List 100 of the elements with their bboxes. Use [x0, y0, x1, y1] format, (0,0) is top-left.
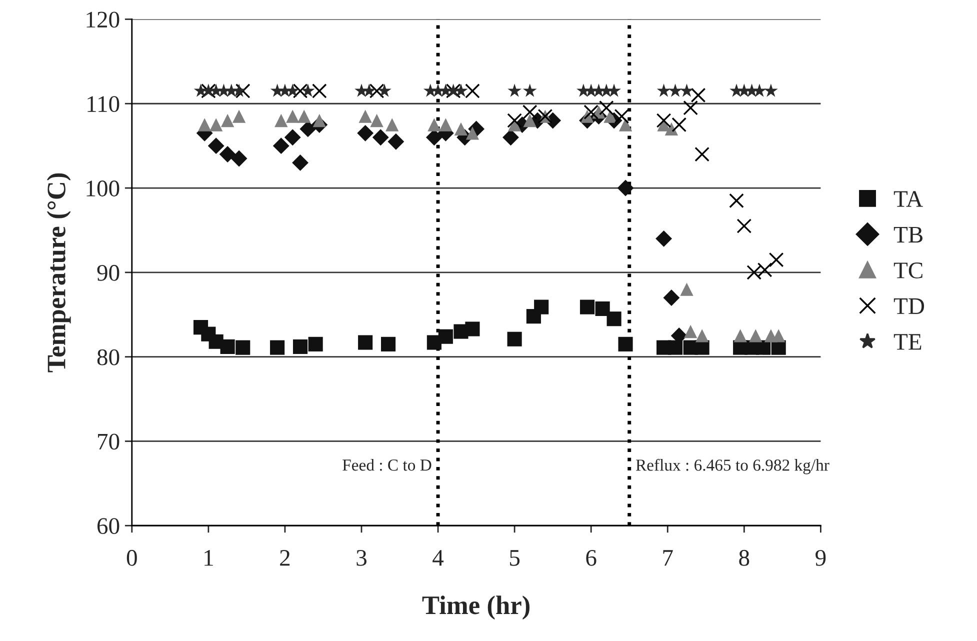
point	[292, 339, 308, 354]
point	[235, 84, 250, 98]
point	[220, 339, 235, 354]
point	[663, 290, 680, 306]
y-tick-label: 60	[97, 518, 120, 534]
y-axis-title: Temperature (°C)	[46, 173, 71, 372]
point	[232, 110, 246, 123]
annotation: Feed : C to D	[342, 458, 432, 471]
point	[380, 336, 396, 352]
point	[454, 122, 468, 136]
point	[522, 104, 538, 120]
x-tick-label: 1	[204, 550, 213, 566]
point	[502, 129, 519, 146]
point	[286, 84, 300, 97]
point	[618, 118, 632, 132]
point	[534, 300, 549, 314]
point	[656, 230, 672, 247]
point	[386, 118, 399, 132]
point	[465, 84, 480, 98]
point	[292, 154, 308, 171]
point	[272, 138, 290, 154]
point	[607, 84, 621, 97]
point	[312, 84, 327, 98]
point	[618, 336, 633, 352]
point	[668, 84, 682, 97]
y-tick-label: 110	[88, 96, 120, 112]
point	[270, 340, 285, 355]
point	[772, 329, 786, 342]
point	[664, 122, 678, 136]
x-tick-label: 0	[126, 550, 137, 566]
point	[614, 108, 630, 124]
point	[764, 84, 778, 97]
y-tick-label: 90	[97, 264, 120, 281]
x-tick-label: 5	[510, 550, 520, 566]
x-tick-label: 3	[356, 550, 366, 566]
point	[672, 117, 687, 132]
legend-label: TD	[894, 298, 924, 314]
point	[378, 84, 392, 97]
point	[298, 110, 311, 123]
point	[370, 114, 384, 128]
point	[465, 322, 480, 336]
point	[523, 114, 536, 128]
point	[230, 150, 248, 167]
point	[308, 336, 323, 352]
point	[388, 133, 404, 150]
point	[300, 84, 315, 97]
point	[312, 114, 326, 128]
point	[656, 113, 672, 128]
x-tick-label: 6	[586, 550, 596, 566]
point	[595, 301, 610, 316]
point	[507, 332, 522, 346]
point	[286, 110, 300, 123]
point	[752, 84, 766, 97]
point	[358, 335, 373, 350]
point	[208, 138, 224, 154]
x-tick-label: 7	[663, 550, 673, 566]
point	[680, 84, 694, 97]
point	[274, 114, 288, 128]
point	[580, 300, 595, 314]
point	[232, 84, 246, 97]
legend-label: TC	[894, 262, 922, 278]
point	[694, 146, 710, 162]
legend-label: TE	[894, 334, 922, 350]
point	[508, 84, 522, 97]
x-tick-label: 9	[816, 550, 826, 566]
point	[736, 218, 752, 234]
point	[358, 110, 372, 123]
point	[209, 118, 223, 132]
legend-label: TB	[894, 226, 922, 243]
point	[369, 84, 384, 98]
point	[680, 282, 694, 296]
x-tick-label: 2	[280, 550, 290, 566]
point	[584, 104, 599, 120]
y-tick-label: 100	[86, 180, 120, 196]
point	[362, 84, 376, 97]
point	[729, 193, 744, 208]
point	[292, 84, 308, 98]
point	[507, 113, 522, 128]
y-tick-label: 120	[86, 12, 120, 28]
point	[522, 84, 537, 97]
point	[219, 146, 236, 162]
point	[428, 118, 441, 132]
point	[454, 84, 468, 97]
x-axis-title: Time (hr)	[422, 596, 530, 620]
point	[617, 180, 634, 196]
point	[668, 340, 683, 355]
annotation: Reflux : 6.465 to 6.982 kg/hr	[636, 458, 830, 474]
point	[372, 129, 389, 146]
point	[426, 129, 442, 146]
point	[749, 329, 762, 342]
x-tick-label: 4	[432, 550, 444, 566]
point	[357, 124, 374, 142]
point	[734, 329, 747, 342]
point	[438, 329, 453, 344]
point	[236, 340, 250, 355]
point	[198, 118, 212, 132]
point	[284, 129, 301, 146]
point	[695, 329, 709, 342]
point	[656, 84, 671, 97]
point	[439, 118, 452, 132]
